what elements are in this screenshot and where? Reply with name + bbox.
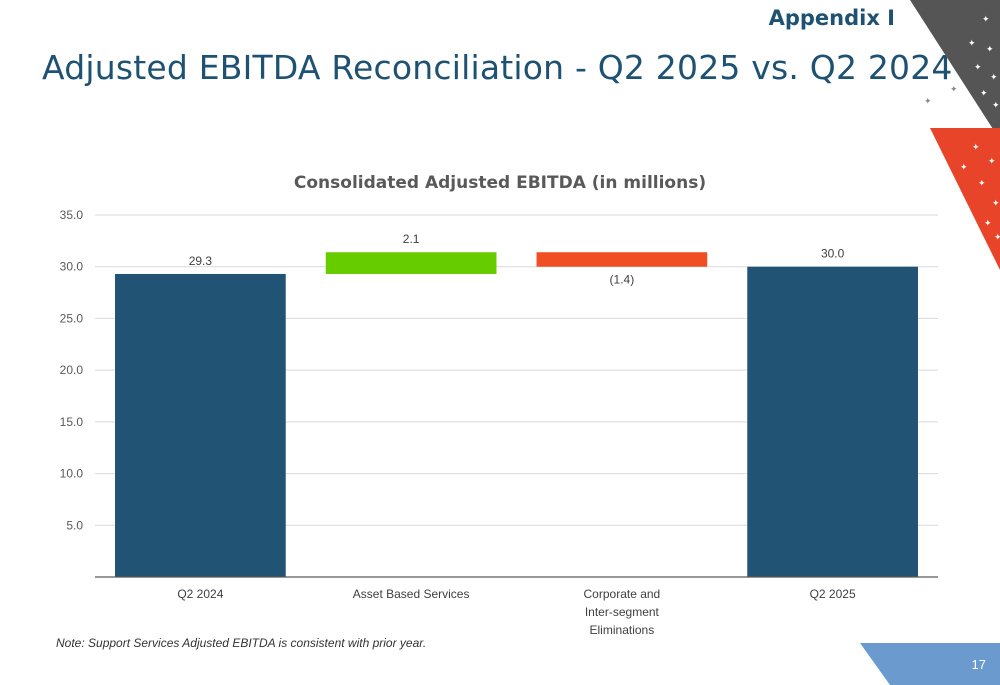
chart-title: Consolidated Adjusted EBITDA (in million…: [293, 173, 707, 193]
bar: [115, 273, 286, 577]
bar: [325, 252, 497, 274]
data-label: 30.0: [821, 247, 845, 261]
page-title: Adjusted EBITDA Reconciliation - Q2 2025…: [42, 48, 953, 87]
svg-text:✦: ✦: [990, 73, 998, 83]
y-tick-label: 35.0: [60, 208, 84, 222]
svg-text:✦: ✦: [974, 63, 982, 73]
svg-text:✦: ✦: [924, 97, 932, 107]
data-label: 2.1: [403, 232, 420, 246]
y-tick-label: 25.0: [60, 311, 84, 325]
y-tick-label: 30.0: [60, 260, 84, 274]
svg-text:✦: ✦: [992, 199, 1000, 209]
y-tick-label: 10.0: [60, 467, 84, 481]
bar: [536, 252, 708, 267]
x-tick-label: Corporate and: [584, 587, 661, 601]
svg-text:✦: ✦: [986, 45, 994, 55]
svg-text:✦: ✦: [950, 85, 958, 95]
y-tick-label: 15.0: [60, 415, 84, 429]
svg-text:✦: ✦: [980, 89, 988, 99]
footnote: Note: Support Services Adjusted EBITDA i…: [56, 636, 427, 650]
page-number: 17: [971, 657, 986, 672]
svg-text:✦: ✦: [994, 233, 1000, 243]
svg-text:✦: ✦: [968, 39, 976, 49]
svg-text:✦: ✦: [988, 157, 996, 167]
x-tick-label: Inter-segment: [585, 605, 660, 619]
y-tick-label: 20.0: [60, 363, 84, 377]
x-tick-label: Q2 2025: [810, 587, 856, 601]
bar: [747, 266, 918, 577]
svg-text:✦: ✦: [984, 219, 992, 229]
y-tick-label: 5.0: [66, 518, 83, 532]
footer-band: [860, 643, 1000, 685]
svg-text:✦: ✦: [982, 15, 990, 25]
svg-text:✦: ✦: [960, 163, 968, 173]
decorative-triangles: ✦✦✦ ✦✦✦ ✦✦ ✦✦ ✦✦✦ ✦✦✦: [910, 0, 1000, 270]
svg-text:✦: ✦: [972, 143, 980, 153]
appendix-label: Appendix I: [768, 6, 895, 30]
svg-text:✦: ✦: [978, 179, 986, 189]
x-tick-label: Asset Based Services: [353, 587, 470, 601]
data-label: (1.4): [610, 273, 635, 287]
svg-text:✦: ✦: [992, 101, 1000, 111]
data-label: 29.3: [189, 254, 213, 268]
x-tick-label: Q2 2024: [177, 587, 223, 601]
x-tick-label: Eliminations: [590, 623, 655, 637]
